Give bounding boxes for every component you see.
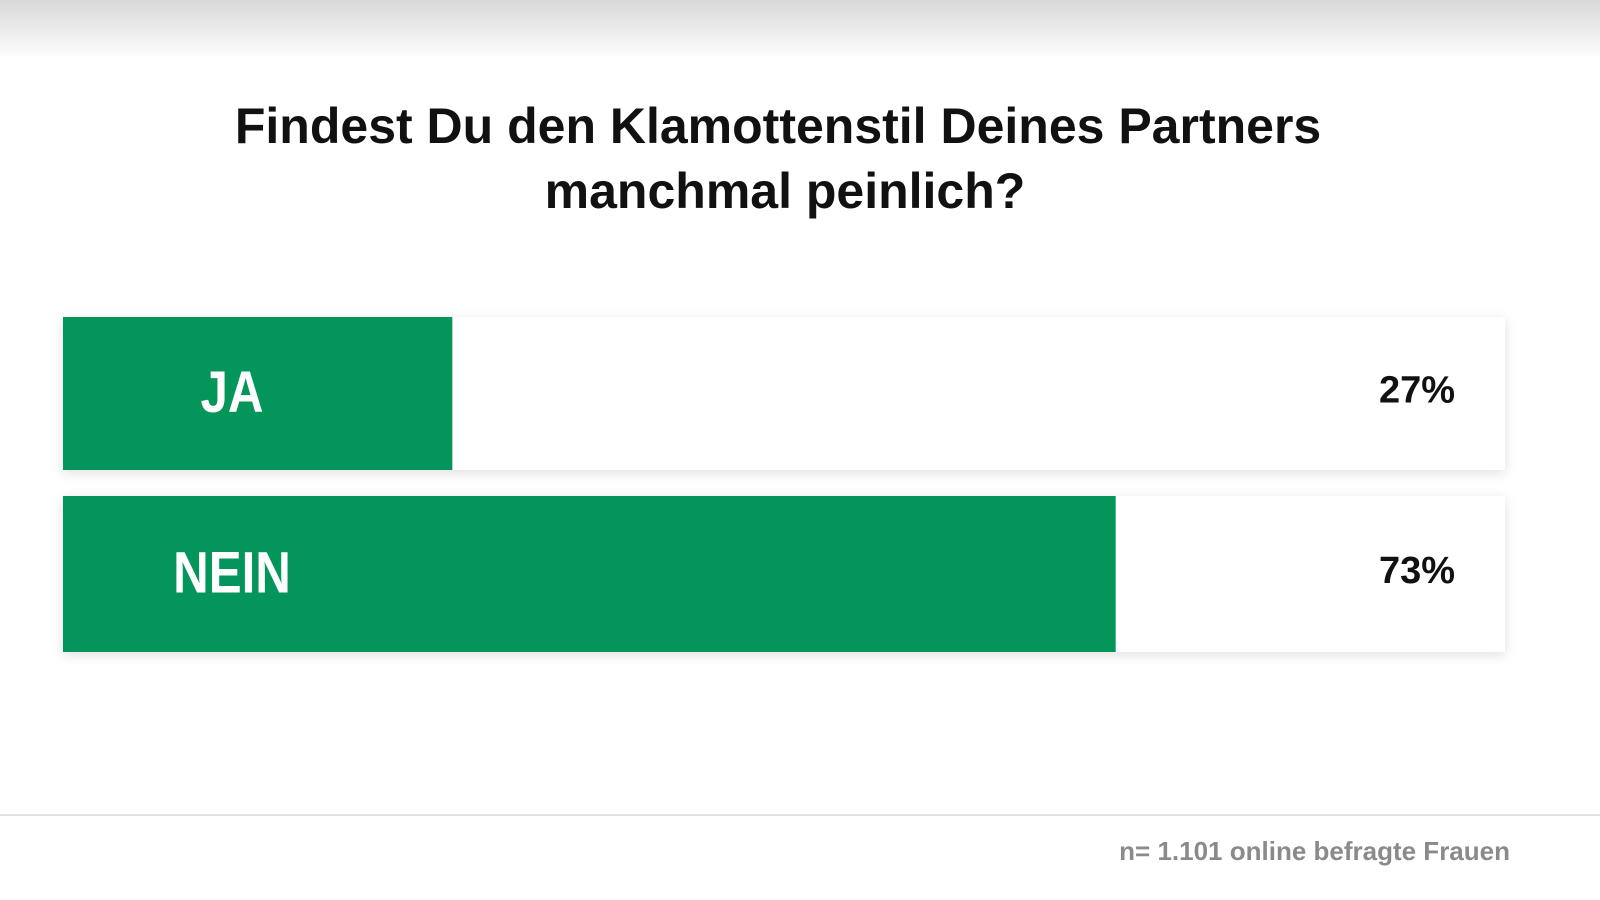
category-label: NEIN [173,541,291,606]
title-line: manchmal peinlich? [545,163,1026,219]
chart-title: Findest Du den Klamottenstil Deines Part… [235,98,1335,219]
bar [63,496,1116,652]
header-shadow [0,0,1600,60]
category-label: JA [200,360,263,425]
bar [63,317,453,470]
footnote: n= 1.101 online befragte Frauen [1119,836,1510,866]
title-line: Findest Du den Klamottenstil Deines Part… [235,98,1321,154]
value-label: 27% [1379,370,1455,412]
value-label: 73% [1379,550,1455,592]
